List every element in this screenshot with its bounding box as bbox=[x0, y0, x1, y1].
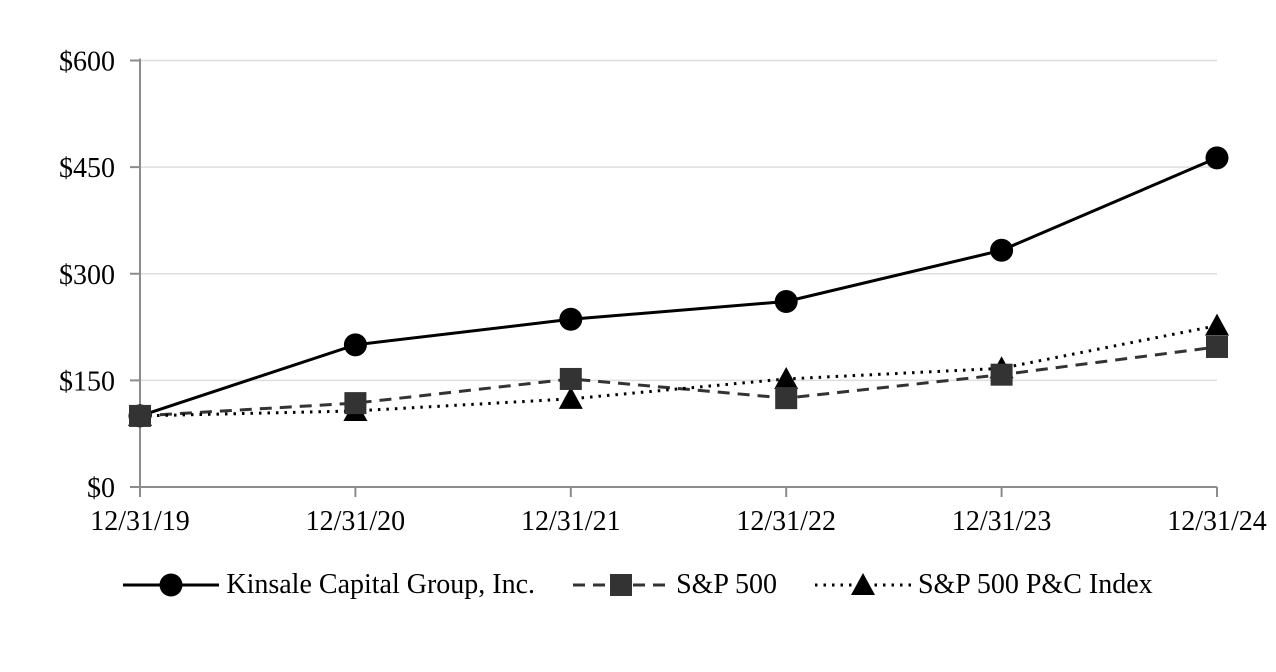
circle-marker-icon bbox=[159, 573, 183, 597]
x-tick-label: 12/31/19 bbox=[90, 506, 190, 537]
marker-circle-kinsale bbox=[343, 333, 367, 357]
x-tick-label: 12/31/22 bbox=[736, 506, 836, 537]
marker-circle-kinsale bbox=[559, 307, 583, 331]
legend-label: S&P 500 bbox=[676, 569, 777, 600]
triangle-marker-icon bbox=[850, 573, 875, 595]
x-tick-label: 12/31/20 bbox=[306, 506, 406, 537]
series-line-sp500 bbox=[139, 345, 1218, 418]
marker-square-sp500 bbox=[344, 392, 367, 415]
legend-item-sp500: S&P 500 bbox=[573, 568, 777, 602]
marker-square-sp500 bbox=[990, 363, 1013, 386]
legend-label: S&P 500 P&C Index bbox=[917, 569, 1153, 600]
legend-label: Kinsale Capital Group, Inc. bbox=[226, 569, 536, 600]
legend-swatch-square-icon bbox=[573, 574, 670, 596]
legend-swatch-circle-icon bbox=[123, 573, 220, 597]
series-line-kinsale bbox=[139, 156, 1218, 418]
marker-square-sp500 bbox=[775, 387, 798, 410]
marker-circle-kinsale bbox=[774, 289, 798, 313]
square-marker-icon bbox=[610, 574, 633, 596]
marker-triangle-sp500-pc-index bbox=[774, 366, 799, 389]
chart-canvas: $0 $150 $300 $450 $600 12/31/19 12/31/20 12/31/… bbox=[59, 47, 1267, 538]
marker-square-sp500 bbox=[559, 367, 582, 390]
marker-square-sp500 bbox=[129, 404, 151, 427]
x-tick-label: 12/31/23 bbox=[952, 506, 1052, 537]
legend-item-kinsale: Kinsale Capital Group, Inc. bbox=[123, 568, 535, 602]
y-tick-label: $600 bbox=[59, 47, 115, 78]
marker-square-sp500 bbox=[1206, 335, 1228, 358]
y-tick-label: $300 bbox=[59, 260, 115, 291]
y-tick-label: $0 bbox=[87, 473, 115, 504]
x-tick-label: 12/31/21 bbox=[521, 506, 621, 537]
marker-triangle-sp500-pc-index bbox=[558, 386, 583, 409]
marker-circle-kinsale bbox=[1205, 146, 1229, 170]
legend-item-sp500-pc-index: S&P 500 P&C Index bbox=[814, 568, 1153, 602]
y-tick-label: $150 bbox=[59, 366, 115, 397]
legend-swatch-triangle-icon bbox=[814, 573, 911, 595]
x-tick-label: 12/31/24 bbox=[1167, 506, 1267, 537]
y-tick-label: $450 bbox=[59, 153, 115, 184]
series-line-sp500-pc-index bbox=[139, 324, 1218, 418]
legend: Kinsale Capital Group, Inc. S&P 500 S&P 50… bbox=[0, 568, 1276, 602]
marker-circle-kinsale bbox=[990, 238, 1014, 262]
marker-triangle-sp500-pc-index bbox=[1205, 313, 1229, 336]
